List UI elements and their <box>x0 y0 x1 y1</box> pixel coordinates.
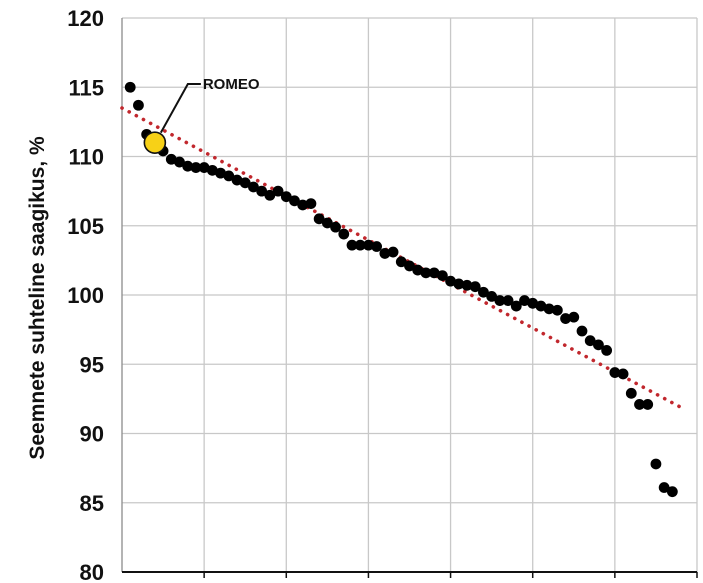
data-point <box>625 387 637 399</box>
data-point <box>190 162 202 173</box>
data-point <box>124 81 136 93</box>
y-tick-label: 110 <box>69 145 105 170</box>
highlight-layer: ROMEO <box>143 76 260 154</box>
data-point <box>666 486 678 498</box>
axes <box>121 18 698 578</box>
data-point <box>346 239 358 251</box>
data-point <box>494 295 506 306</box>
data-point <box>420 267 432 279</box>
data-point <box>617 368 629 380</box>
data-points <box>124 81 678 498</box>
y-tick-label: 115 <box>69 75 105 100</box>
data-point <box>634 399 645 410</box>
data-point <box>272 185 284 197</box>
data-point <box>568 311 580 323</box>
highlight-point <box>143 131 167 154</box>
data-point <box>527 297 539 309</box>
y-tick-labels: 80 85 90 95 100 105 110 115 120 <box>67 6 104 583</box>
y-tick-label: 105 <box>67 214 104 239</box>
data-point <box>206 164 218 176</box>
data-point <box>239 177 251 189</box>
data-point <box>248 181 259 193</box>
data-point <box>428 267 440 279</box>
grid <box>122 17 698 572</box>
y-tick-label: 95 <box>80 352 104 377</box>
data-point <box>231 174 243 186</box>
data-point <box>609 367 621 378</box>
data-point <box>650 458 662 470</box>
data-point <box>215 167 226 179</box>
data-point <box>280 191 292 203</box>
data-point <box>395 256 407 268</box>
data-point <box>371 241 383 252</box>
data-point <box>363 239 374 251</box>
data-point <box>387 246 399 258</box>
data-point <box>601 345 613 356</box>
data-point <box>510 300 522 312</box>
data-point <box>256 185 268 197</box>
y-tick-label: 120 <box>67 6 104 31</box>
y-tick-label: 90 <box>80 422 104 447</box>
data-point <box>576 325 588 337</box>
data-point <box>133 99 144 111</box>
data-point <box>404 260 415 272</box>
data-point <box>453 278 465 290</box>
data-point <box>593 339 604 351</box>
data-point <box>182 160 194 172</box>
data-point <box>584 335 596 347</box>
data-point <box>354 239 366 251</box>
y-tick-label: 100 <box>67 283 104 308</box>
data-point <box>289 195 300 207</box>
data-point <box>436 270 448 282</box>
data-point <box>174 156 185 168</box>
y-axis-title: Seemnete suhteline saagikus, % <box>26 136 49 460</box>
data-point <box>486 290 498 302</box>
data-point <box>642 399 654 410</box>
highlight-label: ROMEO <box>203 76 260 93</box>
data-point <box>379 248 391 259</box>
data-point <box>165 153 177 165</box>
y-tick-label: 80 <box>80 560 104 583</box>
data-point <box>313 213 325 225</box>
data-point <box>223 170 235 182</box>
data-point <box>658 482 670 493</box>
data-point <box>412 264 424 276</box>
data-point <box>469 281 481 293</box>
data-point <box>461 279 473 291</box>
y-tick-label: 85 <box>80 491 104 516</box>
data-point <box>445 275 456 287</box>
data-point <box>535 300 547 312</box>
data-point <box>519 295 530 306</box>
data-point <box>297 199 309 211</box>
data-point <box>502 295 514 306</box>
callout-line <box>159 83 201 134</box>
data-point <box>321 217 333 229</box>
data-point <box>478 286 489 298</box>
data-point <box>338 228 350 240</box>
data-point <box>305 198 317 209</box>
data-point <box>330 221 341 233</box>
data-point <box>560 313 571 324</box>
data-point <box>264 189 276 201</box>
data-point <box>551 304 563 316</box>
data-point <box>543 303 555 315</box>
data-point <box>198 162 210 173</box>
